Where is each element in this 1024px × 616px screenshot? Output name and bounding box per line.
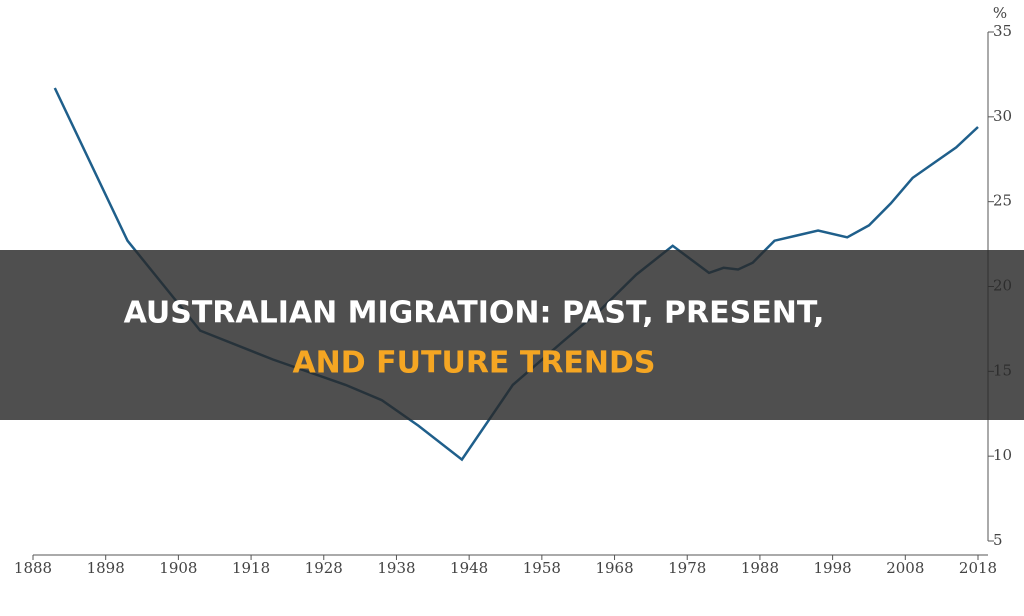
- title-banner: [0, 250, 1024, 420]
- y-tick-label: 30: [993, 107, 1012, 125]
- x-tick-label: 1898: [87, 559, 125, 577]
- x-tick-label: 2008: [886, 559, 924, 577]
- title-line: AND FUTURE TRENDS: [292, 346, 655, 381]
- y-tick-label: 5: [993, 531, 1003, 549]
- x-tick-label: 1928: [305, 559, 343, 577]
- title-line: AUSTRALIAN MIGRATION: PAST, PRESENT,: [124, 296, 825, 331]
- y-tick-label: 10: [993, 446, 1012, 464]
- x-tick-label: 1888: [14, 559, 52, 577]
- x-tick-label: 1988: [741, 559, 779, 577]
- x-tick-label: 1958: [523, 559, 561, 577]
- x-tick-label: 1918: [232, 559, 270, 577]
- x-tick-label: 1998: [814, 559, 852, 577]
- x-tick-label: 1968: [595, 559, 633, 577]
- x-tick-label: 2018: [959, 559, 997, 577]
- y-axis-unit: %: [993, 4, 1007, 22]
- y-tick-label: 35: [993, 22, 1012, 40]
- x-tick-label: 1948: [450, 559, 488, 577]
- x-tick-label: 1938: [377, 559, 415, 577]
- y-tick-label: 25: [993, 192, 1012, 210]
- x-tick-label: 1978: [668, 559, 706, 577]
- x-tick-label: 1908: [159, 559, 197, 577]
